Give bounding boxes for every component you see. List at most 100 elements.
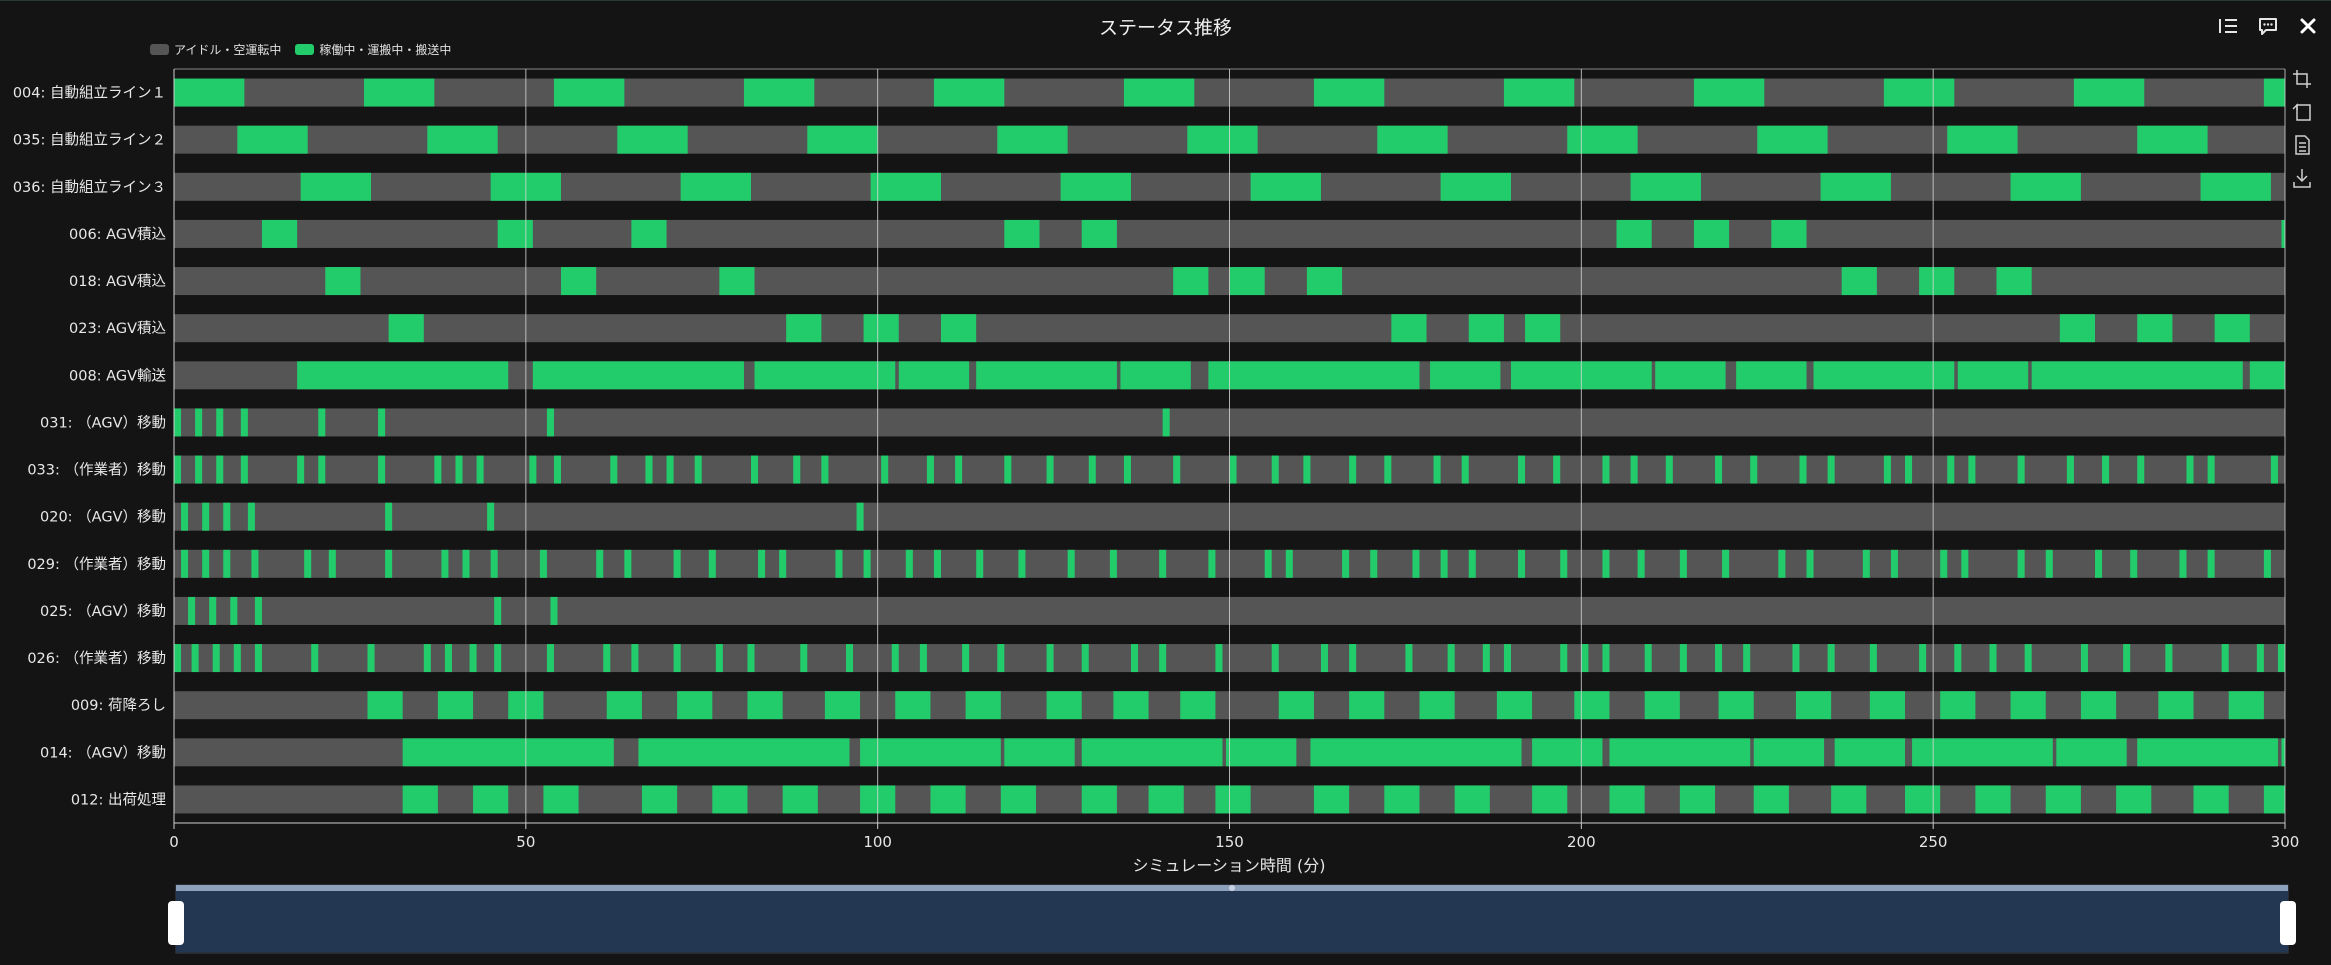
busy-segment[interactable]: [174, 455, 182, 484]
busy-segment[interactable]: [1532, 785, 1568, 814]
busy-segment[interactable]: [181, 502, 189, 531]
busy-segment[interactable]: [1482, 644, 1490, 673]
zoom-selected-range[interactable]: [176, 886, 2288, 952]
busy-segment[interactable]: [754, 361, 896, 390]
busy-segment[interactable]: [1630, 455, 1638, 484]
busy-segment[interactable]: [891, 644, 899, 673]
busy-segment[interactable]: [610, 455, 618, 484]
busy-segment[interactable]: [1271, 644, 1279, 673]
busy-segment[interactable]: [1208, 361, 1420, 390]
busy-segment[interactable]: [631, 644, 639, 673]
busy-segment[interactable]: [2249, 361, 2285, 390]
busy-segment[interactable]: [1229, 267, 1265, 296]
busy-segment[interactable]: [680, 172, 752, 201]
busy-segment[interactable]: [1349, 644, 1357, 673]
busy-segment[interactable]: [2066, 455, 2074, 484]
busy-segment[interactable]: [529, 455, 537, 484]
data-view-button[interactable]: [2290, 133, 2314, 157]
busy-segment[interactable]: [216, 408, 224, 437]
busy-segment[interactable]: [1468, 314, 1504, 343]
busy-segment[interactable]: [1004, 738, 1075, 767]
busy-segment[interactable]: [427, 125, 498, 154]
busy-segment[interactable]: [1215, 785, 1251, 814]
busy-segment[interactable]: [251, 549, 259, 578]
busy-segment[interactable]: [856, 502, 864, 531]
busy-segment[interactable]: [933, 78, 1005, 107]
busy-segment[interactable]: [1000, 785, 1036, 814]
busy-segment[interactable]: [328, 549, 336, 578]
legend-item-idle[interactable]: アイドル・空運転中: [150, 41, 281, 58]
zoom-handle[interactable]: [2280, 901, 2296, 945]
busy-segment[interactable]: [1159, 644, 1167, 673]
busy-segment[interactable]: [1560, 549, 1568, 578]
busy-segment[interactable]: [940, 314, 977, 343]
busy-segment[interactable]: [423, 644, 431, 673]
busy-segment[interactable]: [807, 125, 878, 154]
busy-segment[interactable]: [1046, 644, 1054, 673]
busy-segment[interactable]: [1743, 644, 1751, 673]
busy-segment[interactable]: [462, 549, 470, 578]
busy-segment[interactable]: [202, 502, 210, 531]
busy-segment[interactable]: [2116, 785, 2152, 814]
busy-segment[interactable]: [1180, 691, 1216, 720]
busy-segment[interactable]: [543, 785, 579, 814]
busy-segment[interactable]: [1957, 361, 2029, 390]
busy-segment[interactable]: [2056, 738, 2127, 767]
busy-segment[interactable]: [1440, 549, 1448, 578]
busy-segment[interactable]: [1693, 219, 1730, 248]
busy-segment[interactable]: [476, 455, 484, 484]
busy-segment[interactable]: [490, 549, 498, 578]
busy-segment[interactable]: [1753, 738, 1825, 767]
busy-segment[interactable]: [1975, 785, 2011, 814]
busy-segment[interactable]: [1831, 785, 1867, 814]
busy-segment[interactable]: [708, 549, 716, 578]
busy-segment[interactable]: [237, 125, 308, 154]
busy-segment[interactable]: [240, 408, 248, 437]
busy-segment[interactable]: [2281, 219, 2285, 248]
busy-segment[interactable]: [2263, 78, 2285, 107]
busy-segment[interactable]: [638, 738, 850, 767]
busy-segment[interactable]: [1313, 785, 1350, 814]
busy-segment[interactable]: [1644, 691, 1680, 720]
busy-segment[interactable]: [1753, 785, 1789, 814]
busy-segment[interactable]: [898, 361, 970, 390]
legend-item-busy[interactable]: 稼働中・運搬中・搬送中: [295, 41, 451, 58]
busy-segment[interactable]: [895, 691, 931, 720]
busy-segment[interactable]: [715, 644, 723, 673]
busy-segment[interactable]: [363, 78, 435, 107]
busy-segment[interactable]: [645, 455, 653, 484]
close-button[interactable]: [2295, 13, 2321, 39]
busy-segment[interactable]: [2158, 691, 2194, 720]
busy-segment[interactable]: [254, 596, 262, 625]
busy-segment[interactable]: [378, 408, 386, 437]
busy-segment[interactable]: [230, 596, 238, 625]
busy-segment[interactable]: [1187, 125, 1258, 154]
busy-segment[interactable]: [1342, 549, 1350, 578]
busy-segment[interactable]: [1123, 78, 1195, 107]
busy-segment[interactable]: [606, 691, 642, 720]
busy-segment[interactable]: [546, 644, 554, 673]
busy-segment[interactable]: [1250, 172, 1321, 201]
busy-segment[interactable]: [188, 596, 196, 625]
busy-segment[interactable]: [1046, 691, 1082, 720]
busy-segment[interactable]: [2263, 549, 2271, 578]
busy-segment[interactable]: [1968, 455, 1976, 484]
busy-segment[interactable]: [1384, 785, 1420, 814]
busy-segment[interactable]: [209, 596, 217, 625]
busy-segment[interactable]: [1820, 172, 1891, 201]
busy-segment[interactable]: [1109, 549, 1117, 578]
busy-segment[interactable]: [1905, 455, 1913, 484]
busy-segment[interactable]: [2024, 644, 2032, 673]
busy-segment[interactable]: [1496, 691, 1533, 720]
busy-segment[interactable]: [1862, 549, 1870, 578]
busy-segment[interactable]: [1454, 785, 1490, 814]
busy-segment[interactable]: [751, 455, 759, 484]
busy-segment[interactable]: [2010, 172, 2081, 201]
busy-segment[interactable]: [1574, 691, 1610, 720]
busy-segment[interactable]: [297, 361, 509, 390]
busy-segment[interactable]: [1679, 785, 1716, 814]
busy-segment[interactable]: [174, 408, 182, 437]
busy-segment[interactable]: [1370, 549, 1378, 578]
busy-segment[interactable]: [1637, 549, 1645, 578]
busy-segment[interactable]: [677, 691, 713, 720]
